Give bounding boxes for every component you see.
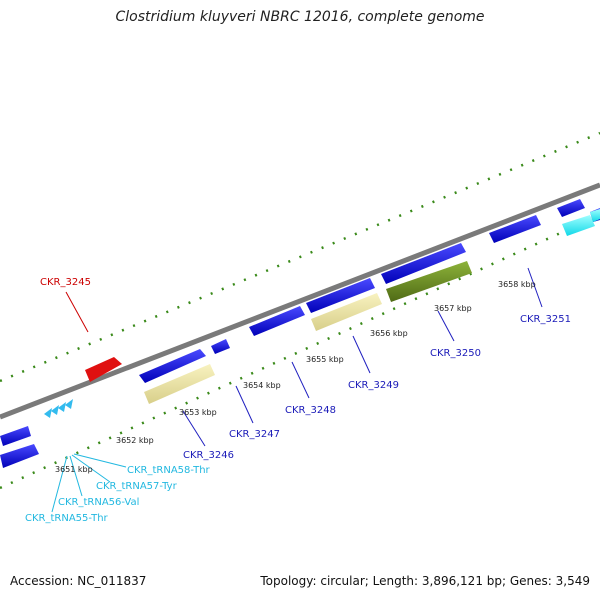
callout-red (65, 291, 89, 333)
trna-chevron[interactable] (51, 405, 59, 415)
kbp-label: 3654 kbp (243, 381, 281, 390)
trna-label[interactable]: CKR_tRNA57-Tyr (96, 481, 178, 492)
gene-label[interactable]: CKR_3245 (40, 277, 91, 288)
kbp-label: 3653 kbp (179, 408, 217, 417)
gene-label[interactable]: CKR_3248 (285, 405, 336, 416)
kbp-label: 3658 kbp (498, 280, 536, 289)
gene-arrow[interactable] (211, 339, 230, 354)
gene-arrow-pale[interactable] (311, 293, 382, 331)
gene-label[interactable]: CKR_3250 (430, 348, 481, 359)
kbp-label: 3656 kbp (370, 329, 408, 338)
kbp-label: 3652 kbp (116, 436, 154, 445)
gene-arrow-cyan[interactable] (562, 215, 595, 236)
gene-label[interactable]: CKR_3246 (183, 450, 234, 461)
map-title: Clostridium kluyveri NBRC 12016, complet… (115, 9, 485, 25)
accession-text: Accession: NC_011837 (10, 574, 147, 588)
gene-arrow-pale[interactable] (144, 364, 215, 404)
gene-label[interactable]: CKR_3251 (520, 314, 571, 325)
trna-label[interactable]: CKR_tRNA55-Thr (25, 513, 109, 524)
gene-arrow[interactable] (381, 243, 466, 284)
trna-chevron[interactable] (58, 402, 66, 412)
gene-arrow-cyan[interactable] (590, 209, 600, 222)
genome-backbone (0, 182, 600, 420)
trna-chevron[interactable] (44, 408, 52, 418)
kbp-label: 3651 kbp (55, 465, 93, 474)
inner-tick-track (0, 213, 600, 490)
gene-arrow[interactable] (139, 349, 206, 383)
gene-arrow[interactable] (0, 426, 31, 446)
gene-arrow-olive[interactable] (386, 261, 472, 302)
gene-label[interactable]: CKR_3247 (229, 429, 280, 440)
gene-label[interactable]: CKR_3249 (348, 380, 399, 391)
forward-genes (0, 199, 600, 468)
gene-arrow[interactable] (489, 215, 541, 243)
gene-arrow[interactable] (249, 306, 305, 336)
gene-arrow-red[interactable] (85, 357, 122, 382)
gene-arrow[interactable] (306, 278, 375, 313)
kbp-label: 3657 kbp (434, 304, 472, 313)
gene-arrow[interactable] (0, 444, 39, 468)
trna-markers (44, 399, 73, 418)
gene-arrow[interactable] (557, 199, 585, 217)
trna-callouts (51, 453, 127, 513)
kbp-label: 3655 kbp (306, 355, 344, 364)
trna-label[interactable]: CKR_tRNA58-Thr (127, 465, 211, 476)
trna-label[interactable]: CKR_tRNA56-Val (58, 497, 139, 508)
trna-chevron[interactable] (65, 399, 73, 409)
outer-tick-track (0, 131, 600, 383)
gene-callouts (182, 267, 543, 447)
genome-stats-text: Topology: circular; Length: 3,896,121 bp… (260, 574, 590, 588)
